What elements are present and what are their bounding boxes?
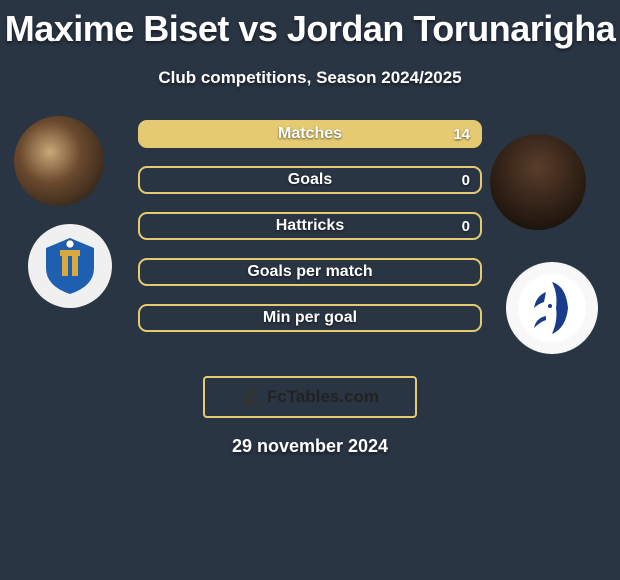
stat-label: Goals: [288, 171, 332, 189]
comparison-content: Matches 14 Goals 0 Hattricks 0 Goals per…: [0, 116, 620, 366]
stat-bar-hattricks: Hattricks 0: [138, 212, 482, 240]
stat-row: Min per goal: [138, 304, 482, 332]
stat-bar-goals-per-match: Goals per match: [138, 258, 482, 286]
comparison-subtitle: Club competitions, Season 2024/2025: [0, 68, 620, 88]
headdress-crest-icon: [516, 272, 588, 344]
stats-bars: Matches 14 Goals 0 Hattricks 0 Goals per…: [138, 120, 482, 350]
chart-icon: [241, 388, 263, 406]
comparison-title: Maxime Biset vs Jordan Torunarigha: [0, 0, 620, 50]
stat-bar-min-per-goal: Min per goal: [138, 304, 482, 332]
stat-row: Goals 0: [138, 166, 482, 194]
stat-value: 0: [462, 218, 470, 235]
stat-label: Hattricks: [276, 217, 344, 235]
comparison-date: 29 november 2024: [0, 436, 620, 457]
stat-label: Goals per match: [247, 263, 372, 281]
stat-row: Hattricks 0: [138, 212, 482, 240]
stat-value: 14: [453, 126, 470, 143]
player-left-avatar: [14, 116, 104, 206]
stat-bar-goals: Goals 0: [138, 166, 482, 194]
player-right-avatar: [490, 134, 586, 230]
stat-row: Matches 14: [138, 120, 482, 148]
watermark-badge: FcTables.com: [203, 376, 417, 418]
watermark-text: FcTables.com: [267, 387, 379, 407]
stat-value: 0: [462, 172, 470, 189]
club-left-crest: [28, 224, 112, 308]
club-right-crest: [506, 262, 598, 354]
stat-bar-matches: Matches 14: [138, 120, 482, 148]
stat-row: Goals per match: [138, 258, 482, 286]
stat-label: Matches: [278, 125, 342, 143]
stat-label: Min per goal: [263, 309, 357, 327]
shield-crest-icon: [38, 234, 102, 298]
